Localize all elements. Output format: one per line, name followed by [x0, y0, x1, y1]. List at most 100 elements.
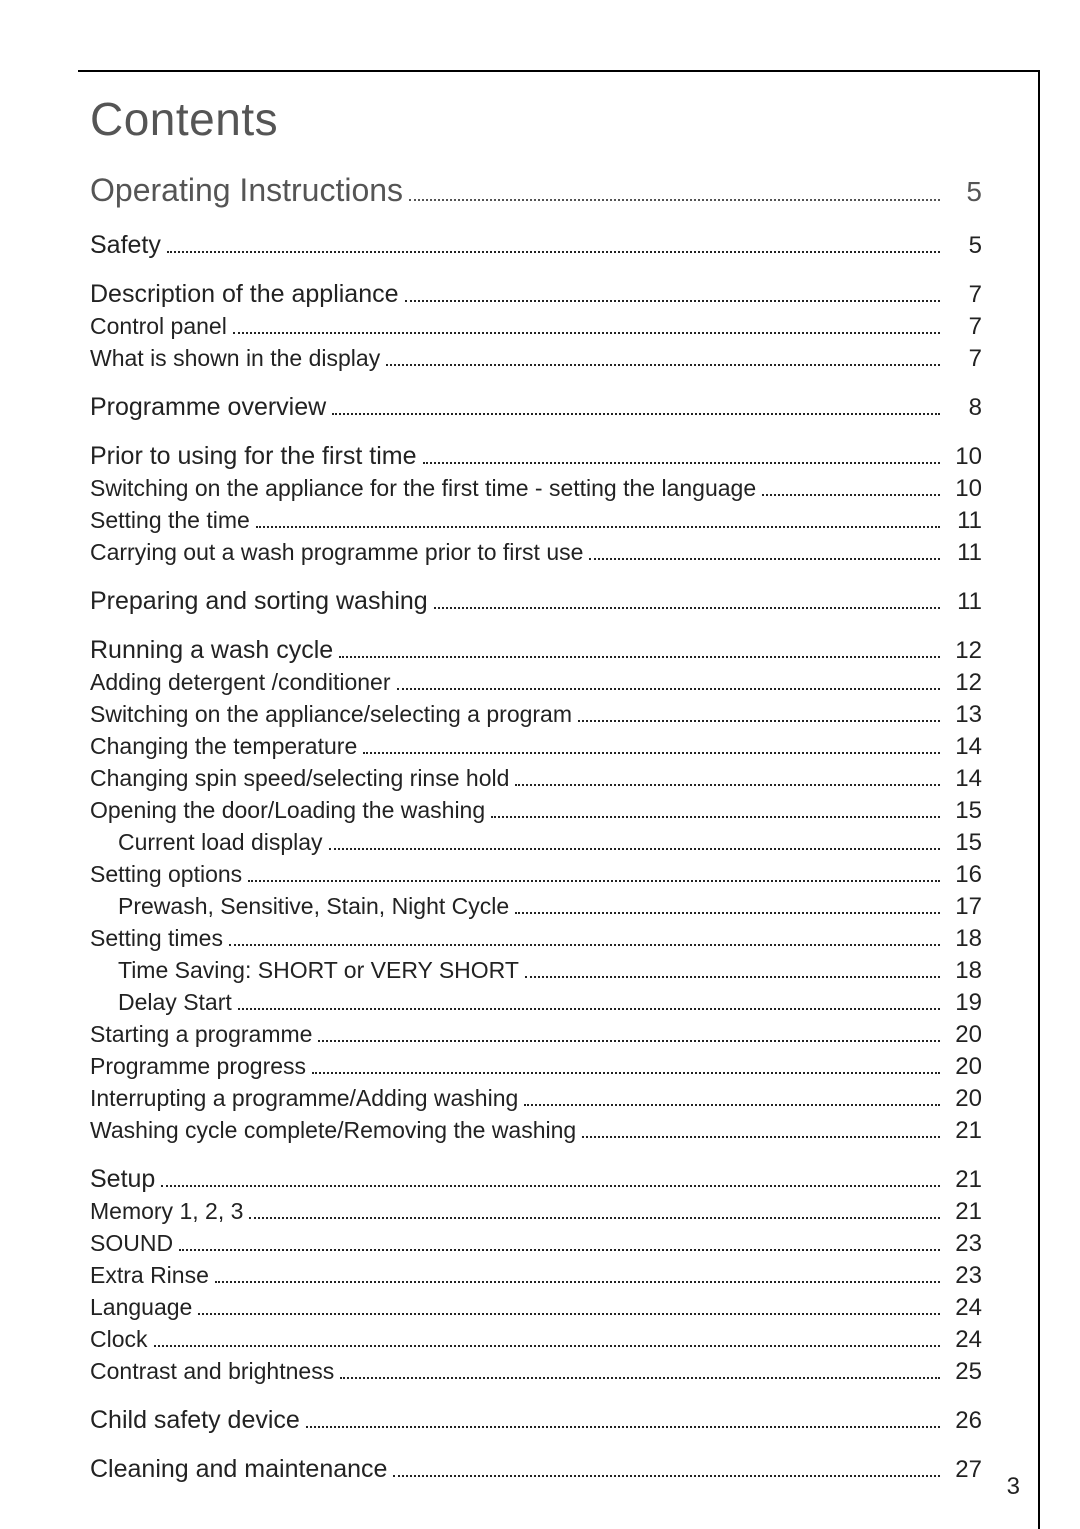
page-title: Contents	[90, 92, 982, 146]
toc-label: Contrast and brightness	[90, 1358, 334, 1385]
toc-container: Operating Instructions5Safety5Descriptio…	[90, 172, 982, 1484]
toc-row: Current load display15	[90, 829, 982, 857]
toc-row: Running a wash cycle 12	[90, 636, 982, 665]
toc-section: Prior to using for the first time10Switc…	[90, 442, 982, 567]
toc-row: Cleaning and maintenance 27	[90, 1455, 982, 1484]
toc-row: Language24	[90, 1294, 982, 1322]
toc-page: 20	[946, 1085, 982, 1113]
toc-page: 26	[946, 1407, 982, 1435]
toc-dots	[515, 912, 940, 914]
toc-section: Cleaning and maintenance 27	[90, 1455, 982, 1484]
toc-row: Programme overview8	[90, 393, 982, 422]
toc-page: 17	[946, 893, 982, 921]
toc-label: Child safety device	[90, 1406, 300, 1435]
toc-label: Prewash, Sensitive, Stain, Night Cycle	[90, 893, 509, 920]
toc-page: 11	[946, 507, 982, 535]
toc-page: 21	[946, 1117, 982, 1145]
toc-page: 7	[946, 313, 982, 341]
toc-page: 11	[946, 588, 982, 616]
toc-label: Switching on the appliance/selecting a p…	[90, 701, 572, 728]
toc-dots	[318, 1040, 940, 1042]
toc-dots	[409, 199, 940, 201]
toc-dots	[215, 1281, 940, 1283]
toc-label: Setting the time	[90, 507, 250, 534]
toc-page: 11	[946, 539, 982, 567]
toc-dots	[329, 848, 940, 850]
toc-label: Cleaning and maintenance	[90, 1455, 387, 1484]
toc-row: Child safety device 26	[90, 1406, 982, 1435]
toc-dots	[229, 944, 940, 946]
toc-dots	[340, 1377, 940, 1379]
toc-page: 5	[946, 176, 982, 208]
toc-label: Programme progress	[90, 1053, 306, 1080]
toc-label: Washing cycle complete/Removing the wash…	[90, 1117, 576, 1144]
toc-row: Time Saving: SHORT or VERY SHORT18	[90, 957, 982, 985]
toc-label: Prior to using for the first time	[90, 442, 417, 471]
toc-label: Opening the door/Loading the washing	[90, 797, 485, 824]
toc-row: Washing cycle complete/Removing the wash…	[90, 1117, 982, 1145]
toc-section: Child safety device 26	[90, 1406, 982, 1435]
toc-dots	[256, 526, 940, 528]
toc-dots	[397, 688, 941, 690]
toc-section: Operating Instructions 5	[90, 172, 982, 211]
toc-page: 12	[946, 669, 982, 697]
content-area: Contents Operating Instructions5Safety5D…	[78, 72, 1038, 1484]
toc-page: 24	[946, 1326, 982, 1354]
toc-dots	[332, 413, 940, 415]
toc-label: Interrupting a programme/Adding washing	[90, 1085, 518, 1112]
toc-row: Changing spin speed/selecting rinse hold…	[90, 765, 982, 793]
toc-row: Delay Start 19	[90, 989, 982, 1017]
toc-row: What is shown in the display7	[90, 345, 982, 373]
toc-row: Adding detergent /conditioner12	[90, 669, 982, 697]
toc-row: Programme progress20	[90, 1053, 982, 1081]
toc-label: Operating Instructions	[90, 172, 403, 209]
toc-page: 19	[946, 989, 982, 1017]
toc-label: Description of the appliance	[90, 280, 399, 309]
toc-dots	[515, 784, 940, 786]
toc-page: 21	[946, 1198, 982, 1226]
toc-row: Extra Rinse23	[90, 1262, 982, 1290]
toc-label: Control panel	[90, 313, 227, 340]
toc-row: Switching on the appliance for the first…	[90, 475, 982, 503]
toc-dots	[386, 364, 940, 366]
toc-label: Running a wash cycle	[90, 636, 333, 665]
toc-row: Safety5	[90, 231, 982, 260]
toc-row: Carrying out a wash programme prior to f…	[90, 539, 982, 567]
toc-page: 23	[946, 1230, 982, 1258]
toc-label: Changing the temperature	[90, 733, 357, 760]
toc-row: Setting times18	[90, 925, 982, 953]
toc-dots	[363, 752, 940, 754]
toc-row: Preparing and sorting washing11	[90, 587, 982, 616]
toc-row: Operating Instructions 5	[90, 172, 982, 211]
toc-row: Interrupting a programme/Adding washing 2…	[90, 1085, 982, 1113]
toc-dots	[582, 1136, 940, 1138]
page-frame: Contents Operating Instructions5Safety5D…	[78, 70, 1040, 1529]
toc-dots	[233, 332, 940, 334]
toc-row: SOUND23	[90, 1230, 982, 1258]
toc-dots	[167, 251, 940, 253]
toc-dots	[179, 1249, 940, 1251]
toc-page: 15	[946, 797, 982, 825]
toc-dots	[578, 720, 940, 722]
toc-page: 27	[946, 1456, 982, 1484]
toc-section: Programme overview8	[90, 393, 982, 422]
toc-row: Setup21	[90, 1165, 982, 1194]
toc-page: 20	[946, 1021, 982, 1049]
toc-dots	[306, 1426, 940, 1428]
toc-page: 23	[946, 1262, 982, 1290]
toc-label: Delay Start	[90, 989, 232, 1016]
toc-page: 7	[946, 281, 982, 309]
toc-label: Changing spin speed/selecting rinse hold	[90, 765, 509, 792]
toc-row: Opening the door/Loading the washing 15	[90, 797, 982, 825]
toc-label: Language	[90, 1294, 192, 1321]
toc-page: 21	[946, 1166, 982, 1194]
toc-dots	[524, 1104, 940, 1106]
toc-dots	[434, 607, 940, 609]
page-number: 3	[1007, 1473, 1020, 1501]
toc-label: What is shown in the display	[90, 345, 380, 372]
toc-page: 12	[946, 637, 982, 665]
toc-page: 5	[946, 232, 982, 260]
toc-page: 14	[946, 765, 982, 793]
toc-label: Starting a programme	[90, 1021, 312, 1048]
toc-label: Time Saving: SHORT or VERY SHORT	[90, 957, 519, 984]
